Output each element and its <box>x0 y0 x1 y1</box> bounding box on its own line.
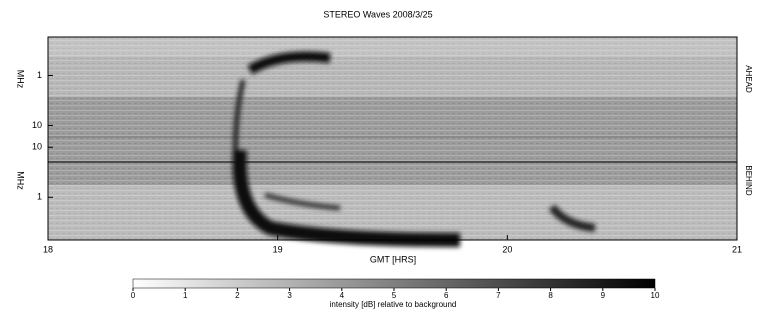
colorbar-label: intensity [dB] relative to background <box>330 300 457 309</box>
colorbar-tick-label: 1 <box>183 291 188 300</box>
colorbar <box>133 279 655 288</box>
y-axis-label: MHz <box>16 70 26 89</box>
colorbar-tick-label: 6 <box>444 291 449 300</box>
y-tick-label: 1 <box>37 70 42 80</box>
colorbar-tick-label: 0 <box>131 291 136 300</box>
panel-label: BEHIND <box>744 165 753 195</box>
x-axis-label: GMT [HRS] <box>370 254 416 264</box>
chart-title: STEREO Waves 2008/3/25 <box>323 9 432 19</box>
colorbar-tick-label: 2 <box>235 291 240 300</box>
x-tick-label: 20 <box>502 244 512 254</box>
spectrogram <box>48 37 737 240</box>
colorbar-tick-label: 3 <box>287 291 292 300</box>
y-tick-label: 1 <box>37 192 42 202</box>
panel-label: AHEAD <box>744 65 753 93</box>
x-tick-label: 21 <box>732 244 742 254</box>
colorbar-tick-label: 7 <box>496 291 501 300</box>
x-tick-label: 19 <box>273 244 283 254</box>
y-tick-label: 10 <box>32 142 42 152</box>
colorbar-tick-label: 5 <box>392 291 397 300</box>
y-tick-label: 10 <box>32 120 42 130</box>
colorbar-tick-label: 8 <box>548 291 553 300</box>
chart: STEREO Waves 2008/3/25 GMT [HRS] intensi… <box>0 0 759 310</box>
y-axis-label: MHz <box>16 171 26 190</box>
colorbar-tick-label: 9 <box>601 291 606 300</box>
colorbar-tick-label: 10 <box>651 291 660 300</box>
x-tick-label: 18 <box>43 244 53 254</box>
colorbar-tick-label: 4 <box>340 291 345 300</box>
